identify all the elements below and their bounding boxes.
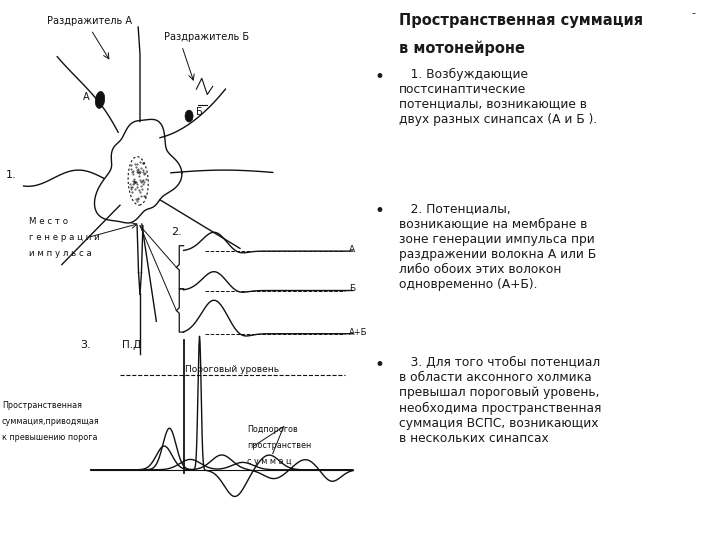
Text: •: • (374, 202, 384, 220)
Text: А+Б: А+Б (349, 328, 367, 336)
Text: 3.: 3. (80, 340, 91, 350)
Text: Б: Б (349, 285, 355, 293)
Text: П.Д: П.Д (122, 340, 141, 350)
Text: 2.: 2. (171, 227, 181, 237)
Text: и м п у л ь с а: и м п у л ь с а (29, 249, 92, 259)
Text: в мотонейроне: в мотонейроне (399, 40, 526, 56)
Text: суммация,приводящая: суммация,приводящая (2, 417, 99, 426)
Text: 2. Потенциалы,
возникающие на мембране в
зоне генерации импульса при
раздражении: 2. Потенциалы, возникающие на мембране в… (399, 202, 596, 291)
Text: 1.: 1. (6, 170, 16, 180)
Text: г е н е р а ц и и: г е н е р а ц и и (29, 233, 100, 242)
Ellipse shape (95, 91, 104, 109)
Ellipse shape (185, 110, 193, 122)
Text: 1. Возбуждающие
постсинаптические
потенциалы, возникающие в
двух разных синапсах: 1. Возбуждающие постсинаптические потенц… (399, 68, 598, 126)
Text: пространствен: пространствен (247, 441, 312, 450)
Text: А: А (84, 92, 90, 102)
Text: •: • (374, 356, 384, 374)
Text: 3. Для того чтобы потенциал
в области аксонного холмика
превышал пороговый урове: 3. Для того чтобы потенциал в области ак… (399, 356, 602, 444)
Text: Пространственная: Пространственная (2, 401, 82, 410)
Text: Пороговый уровень: Пороговый уровень (186, 364, 279, 374)
Text: Раздражитель Б: Раздражитель Б (163, 32, 248, 43)
Text: Раздражитель А: Раздражитель А (48, 16, 132, 26)
Text: Подпорогов: Подпорогов (247, 425, 298, 434)
Text: М е с т о: М е с т о (29, 217, 68, 226)
Text: А: А (349, 245, 355, 254)
Text: -: - (691, 8, 696, 18)
Text: к превышению порога: к превышению порога (2, 433, 97, 442)
Text: Б: Б (196, 107, 202, 117)
Text: с у м м а ц: с у м м а ц (247, 457, 292, 467)
Text: •: • (374, 68, 384, 85)
Text: Пространственная суммация: Пространственная суммация (399, 14, 644, 29)
